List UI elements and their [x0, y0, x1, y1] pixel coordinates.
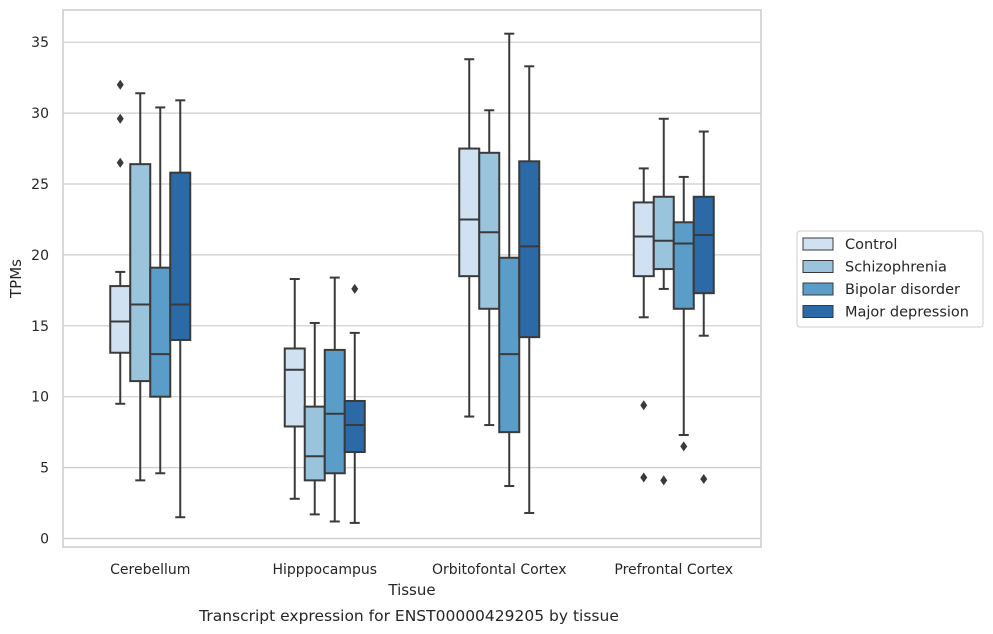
y-tick-label: 25 — [31, 177, 49, 193]
x-tick-labels: Cerebellum Hipppocampus Orbitofontal Corte… — [110, 562, 733, 578]
box — [343, 283, 366, 524]
outlier-point — [116, 79, 124, 90]
box-series — [109, 32, 715, 524]
outlier-point — [116, 157, 124, 168]
box — [692, 130, 715, 484]
series-control — [109, 58, 655, 500]
legend-swatch — [802, 237, 834, 251]
x-axis-label: Tissue — [387, 581, 435, 599]
legend-label: Control — [845, 237, 897, 253]
box-body — [672, 221, 695, 310]
box-body — [149, 266, 172, 398]
y-tick-label: 10 — [31, 390, 49, 406]
box — [169, 99, 192, 519]
y-tick-label: 0 — [40, 532, 49, 548]
outlier-point — [660, 475, 668, 486]
series-bipolar-disorder — [149, 32, 695, 523]
outlier-point — [351, 283, 359, 294]
box-body — [478, 151, 501, 310]
box-body — [692, 195, 715, 295]
chart-caption: Transcript expression for ENST0000042920… — [198, 607, 619, 625]
box — [498, 32, 521, 488]
box-body — [303, 405, 326, 482]
outlier-point — [640, 400, 648, 411]
y-tick-label: 30 — [31, 106, 49, 122]
box-body — [498, 256, 521, 434]
box — [129, 92, 152, 482]
y-tick-label: 15 — [31, 319, 49, 335]
y-axis-label: TPMs — [7, 259, 25, 299]
box-body — [343, 399, 366, 454]
box-body — [323, 348, 346, 475]
plot-frame — [62, 9, 762, 548]
box-body — [169, 171, 192, 341]
outlier-point — [700, 473, 708, 484]
series-major-depression — [169, 65, 715, 524]
x-tick-label: Hipppocampus — [272, 562, 377, 578]
box-body — [458, 147, 481, 278]
box-body — [129, 163, 152, 383]
legend: Control Schizophrenia Bipolar disorder Majo… — [796, 230, 984, 328]
y-tick-label: 5 — [40, 461, 49, 477]
outlier-point — [640, 472, 648, 483]
legend-label: Major depression — [845, 305, 969, 321]
y-tick-label: 35 — [31, 35, 49, 51]
legend-label: Schizophrenia — [845, 260, 947, 276]
x-tick-label: Prefrontal Cortex — [614, 562, 733, 578]
box — [672, 175, 695, 452]
box-body — [518, 160, 541, 339]
legend-swatch — [802, 260, 834, 273]
series-schizophrenia — [129, 92, 675, 516]
box — [149, 106, 172, 475]
legend-swatch — [802, 305, 834, 318]
box-body — [109, 285, 132, 354]
legend-swatch — [802, 282, 834, 296]
outlier-point — [116, 113, 124, 124]
box — [652, 117, 675, 486]
box — [109, 79, 132, 405]
y-tick-labels: 0 5 10 15 20 25 30 35 — [31, 35, 49, 547]
x-tick-label: Orbitofontal Cortex — [432, 562, 567, 578]
box-body — [283, 347, 306, 428]
legend-label: Bipolar disorder — [845, 282, 960, 298]
x-tick-label: Cerebellum — [110, 562, 190, 578]
box-body — [652, 195, 675, 271]
box — [323, 276, 346, 523]
legend-frame — [796, 230, 984, 328]
box-body — [632, 201, 655, 278]
box — [478, 109, 501, 427]
box — [303, 321, 326, 516]
box — [283, 278, 306, 500]
box — [518, 65, 541, 514]
outlier-point — [680, 441, 688, 452]
y-tick-label: 20 — [31, 248, 49, 264]
